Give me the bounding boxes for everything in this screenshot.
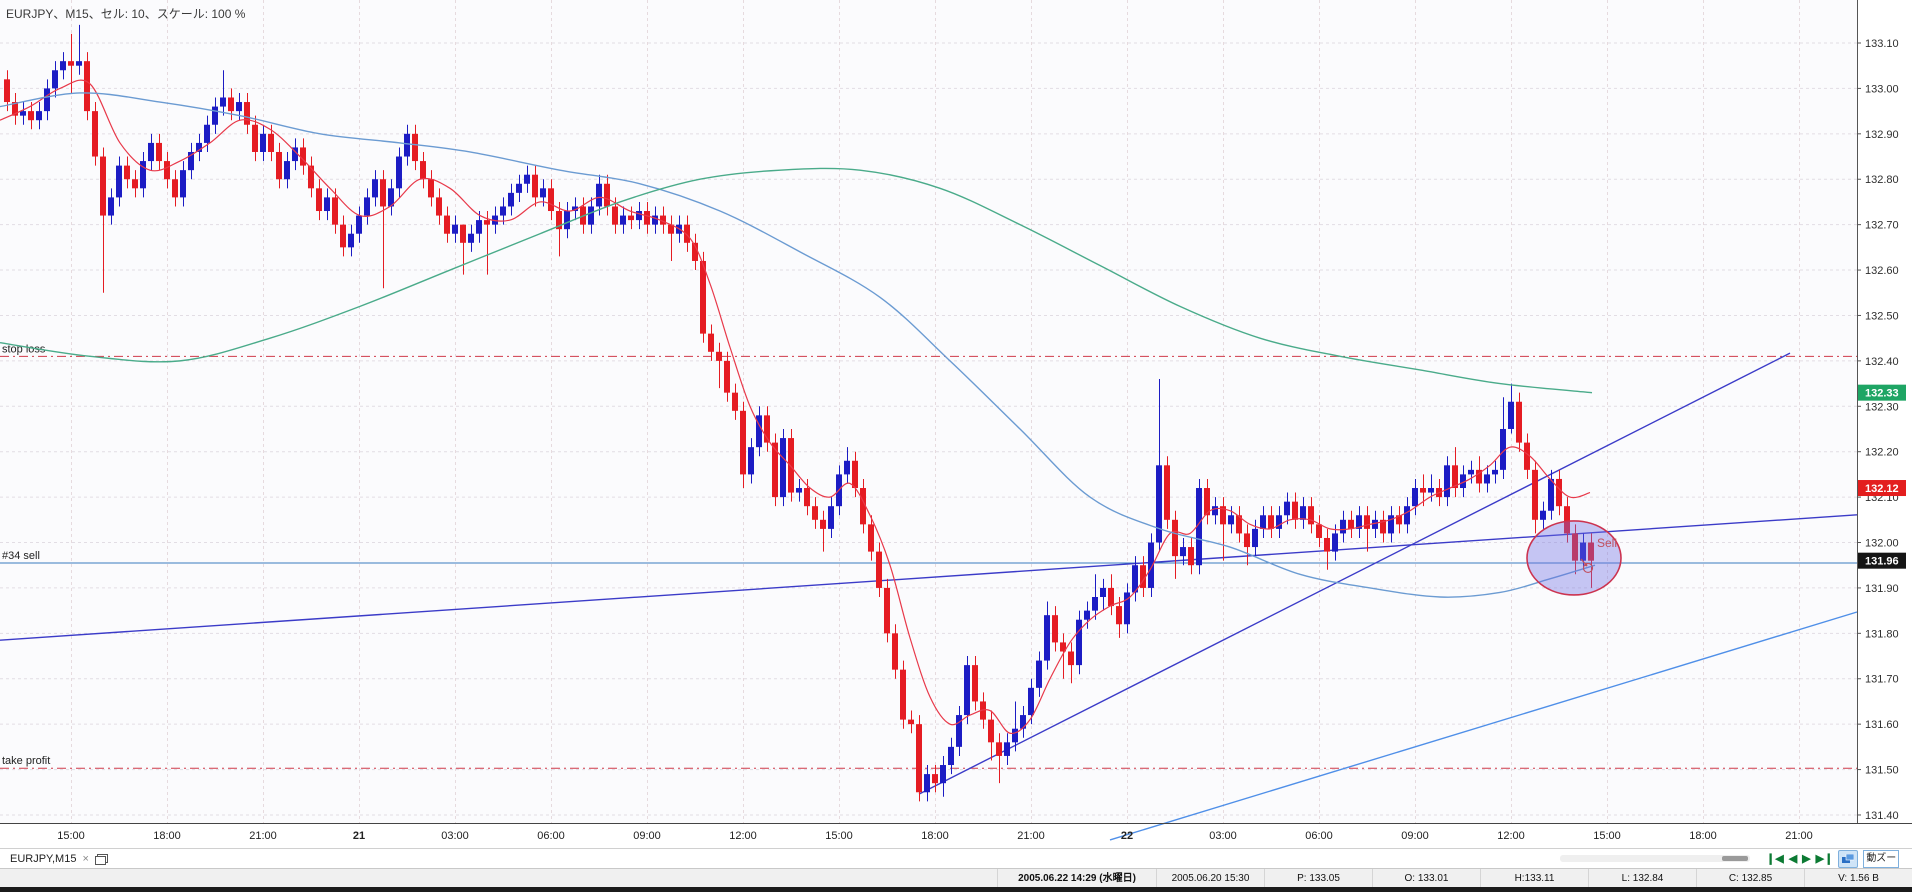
trendline-lower: [1109, 611, 1858, 841]
trendline-steep: [918, 352, 1791, 795]
ma-mid-blue: [0, 92, 1596, 598]
svg-text:132.12: 132.12: [1865, 483, 1899, 495]
svg-text:15:00: 15:00: [825, 830, 853, 842]
svg-text:131.80: 131.80: [1865, 628, 1899, 640]
status-bar: 2005.06.22 14:29 (水曜日) 2005.06.20 15:30 …: [0, 868, 1912, 888]
status-current-time: 2005.06.22 14:29 (水曜日): [997, 869, 1156, 888]
svg-text:131.70: 131.70: [1865, 674, 1899, 686]
trendline-long: [0, 514, 1858, 641]
svg-text:12:00: 12:00: [729, 830, 757, 842]
trendlines-layer: [0, 352, 1858, 841]
go-prev-button[interactable]: ◀: [1788, 853, 1798, 865]
svg-text:132.20: 132.20: [1865, 447, 1899, 459]
svg-text:18:00: 18:00: [921, 830, 949, 842]
go-first-button[interactable]: ❙◀: [1766, 853, 1784, 865]
svg-text:03:00: 03:00: [441, 830, 469, 842]
price-axis: 133.10 133.00 132.90 132.80 132.70 132.60 132.…: [1857, 0, 1912, 823]
status-low: L: 132.84: [1588, 869, 1696, 888]
svg-text:21:00: 21:00: [249, 830, 277, 842]
stop-loss-line-label: stop loss: [2, 343, 46, 355]
svg-text:09:00: 09:00: [633, 830, 661, 842]
price-badge: [1858, 480, 1906, 497]
order-sell-line-label: #34 sell: [2, 550, 40, 562]
status-high: H:133.11: [1480, 869, 1588, 888]
chart-navigation: ❙◀ ◀ ▶ ▶❙ 動ズー: [1766, 849, 1900, 869]
svg-text:131.40: 131.40: [1865, 810, 1899, 822]
svg-text:12:00: 12:00: [1497, 830, 1525, 842]
svg-text:21: 21: [353, 830, 365, 842]
restore-window-icon[interactable]: [94, 853, 108, 865]
sell-label: Sell: [1597, 536, 1617, 550]
svg-text:18:00: 18:00: [1689, 830, 1717, 842]
go-next-button[interactable]: ▶: [1802, 853, 1811, 865]
svg-text:03:00: 03:00: [1209, 830, 1237, 842]
ma-fast-red: [0, 79, 1591, 735]
scrollbar-thumb[interactable]: [1722, 856, 1748, 861]
sell-zone-ellipse: [1526, 520, 1622, 596]
chart-horizontal-scrollbar[interactable]: [1560, 855, 1750, 862]
auto-zoom-toggle[interactable]: 動ズー: [1863, 850, 1900, 868]
ma-slow-green: [0, 167, 1593, 394]
price-badge: [1858, 384, 1906, 401]
svg-text:131.96: 131.96: [1865, 556, 1899, 568]
svg-text:132.50: 132.50: [1865, 310, 1899, 322]
svg-text:131.50: 131.50: [1865, 765, 1899, 777]
svg-text:132.60: 132.60: [1865, 265, 1899, 277]
sell-arrow-icon: [1582, 562, 1594, 574]
svg-text:09:00: 09:00: [1401, 830, 1429, 842]
chart-title: EURJPY、M15、セル: 10、スケール: 100 %: [6, 7, 246, 21]
svg-text:133.00: 133.00: [1865, 83, 1899, 95]
svg-text:18:00: 18:00: [153, 830, 181, 842]
go-last-button[interactable]: ▶❙: [1815, 853, 1834, 865]
take-profit-line-label: take profit: [2, 755, 50, 767]
annotations-layer: Sell: [1526, 520, 1622, 596]
status-price: P: 133.05: [1264, 869, 1372, 888]
status-close: C: 132.85: [1696, 869, 1804, 888]
svg-text:06:00: 06:00: [1305, 830, 1333, 842]
svg-text:132.40: 132.40: [1865, 356, 1899, 368]
svg-text:131.60: 131.60: [1865, 719, 1899, 731]
svg-text:06:00: 06:00: [537, 830, 565, 842]
svg-text:132.90: 132.90: [1865, 129, 1899, 141]
horizontal-lines-layer: stop loss #34 sell take profit: [0, 343, 1857, 769]
svg-text:15:00: 15:00: [1593, 830, 1621, 842]
svg-text:131.90: 131.90: [1865, 583, 1899, 595]
chart-tabbar: EURJPY,M15 × ❙◀ ◀ ▶ ▶❙ 動ズー: [0, 848, 1912, 869]
svg-text:21:00: 21:00: [1017, 830, 1045, 842]
svg-text:132.80: 132.80: [1865, 174, 1899, 186]
status-open: O: 133.01: [1372, 869, 1480, 888]
candles-layer: [4, 24, 1594, 802]
tab-label: EURJPY,M15: [10, 853, 77, 865]
svg-text:15:00: 15:00: [57, 830, 85, 842]
tab-close-icon[interactable]: ×: [82, 853, 89, 865]
svg-text:22: 22: [1121, 830, 1133, 842]
svg-text:132.30: 132.30: [1865, 401, 1899, 413]
svg-text:133.10: 133.10: [1865, 38, 1899, 50]
tile-windows-icon[interactable]: [1838, 850, 1859, 868]
tab-eurjpy-m15[interactable]: EURJPY,M15 ×: [6, 849, 112, 869]
status-bar-time: 2005.06.20 15:30: [1156, 869, 1264, 888]
moving-averages-layer: [0, 79, 1596, 735]
time-axis: 15:00 18:00 21:00 21 03:00 06:00 09:00 12:00 15:…: [0, 823, 1912, 842]
status-volume: V: 1.56 B: [1804, 869, 1912, 888]
svg-text:132.00: 132.00: [1865, 538, 1899, 550]
price-badge: [1858, 552, 1906, 569]
svg-text:21:00: 21:00: [1785, 830, 1813, 842]
window-bottom-edge: [0, 887, 1912, 892]
svg-text:132.33: 132.33: [1865, 388, 1899, 400]
svg-text:132.70: 132.70: [1865, 220, 1899, 232]
chart-window[interactable]: EURJPY、M15、セル: 10、スケール: 100 % stop loss #…: [0, 0, 1912, 848]
